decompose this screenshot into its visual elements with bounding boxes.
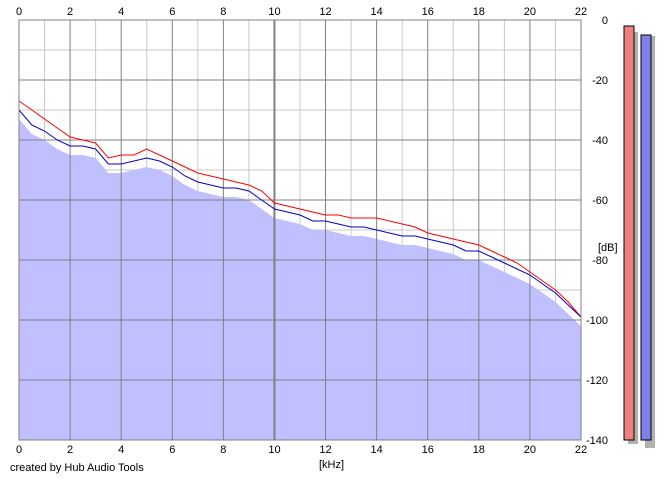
y-tick-label: -20	[592, 75, 608, 87]
y-tick-label: -60	[592, 195, 608, 207]
x-tick-label: 12	[319, 444, 331, 456]
x-tick-label: 18	[473, 444, 485, 456]
x-tick-label: 6	[169, 444, 175, 456]
y-tick-label: -40	[592, 135, 608, 147]
x-tick-labels-bottom: 0 2 4 6 8 10 12 14 16 18 20 22	[16, 444, 587, 456]
spectrum-fill-area	[19, 119, 581, 440]
y-tick-label: -120	[586, 375, 608, 387]
x-tick-label: 14	[371, 444, 383, 456]
x-tick-label: 20	[524, 6, 536, 18]
y-axis-label: [dB]	[598, 242, 618, 254]
x-tick-label: 0	[16, 444, 22, 456]
x-tick-label: 14	[371, 6, 383, 18]
level-meters	[623, 25, 655, 448]
x-tick-label: 16	[422, 6, 434, 18]
left-channel-line	[18, 100, 582, 318]
x-tick-label: 8	[220, 6, 226, 18]
right-channel-line	[18, 109, 582, 318]
x-axis-label: [kHz]	[319, 459, 344, 471]
x-tick-label: 4	[118, 6, 124, 18]
y-tick-label: -100	[586, 315, 608, 327]
x-tick-label: 0	[16, 6, 22, 18]
x-tick-label: 6	[169, 6, 175, 18]
x-tick-label: 8	[220, 444, 226, 456]
x-tick-label: 20	[524, 444, 536, 456]
y-tick-label: 0	[602, 15, 608, 27]
left-level-meter	[623, 25, 635, 441]
y-tick-labels: 0 -20 -40 -60 -80 -100 -120 -140	[586, 15, 608, 447]
x-tick-label: 10	[268, 6, 280, 18]
plot-frame	[18, 19, 582, 441]
credit-text: created by Hub Audio Tools	[10, 462, 144, 474]
x-tick-label: 22	[575, 6, 587, 18]
x-tick-label: 2	[67, 6, 73, 18]
y-tick-label: -140	[586, 435, 608, 447]
x-tick-label: 12	[319, 6, 331, 18]
x-tick-label: 4	[118, 444, 124, 456]
x-tick-label: 10	[268, 444, 280, 456]
x-tick-label: 18	[473, 6, 485, 18]
x-tick-label: 16	[422, 444, 434, 456]
y-tick-label: -80	[592, 255, 608, 267]
x-tick-label: 2	[67, 444, 73, 456]
x-tick-labels-top: 0 2 4 6 8 10 12 14 16 18 20 22	[16, 6, 587, 18]
x-tick-label: 22	[575, 444, 587, 456]
right-level-meter	[640, 34, 652, 441]
